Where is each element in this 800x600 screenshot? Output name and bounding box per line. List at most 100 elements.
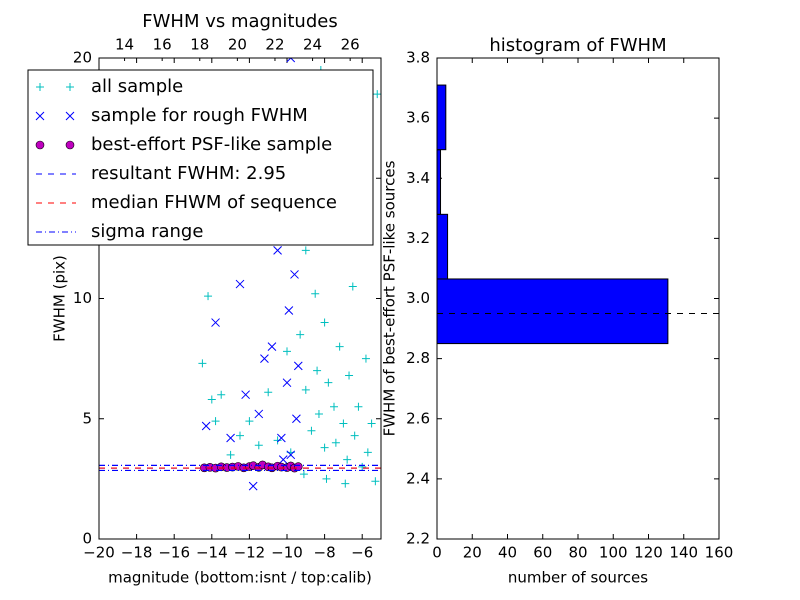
point: [343, 455, 352, 464]
legend-label: sigma range: [91, 221, 203, 242]
y-tick-label: 3.8: [406, 49, 430, 67]
point: [307, 426, 316, 435]
point: [354, 402, 363, 411]
x-tick-label: 60: [533, 544, 552, 562]
top-tick-label: 14: [115, 36, 134, 54]
point: [335, 342, 344, 351]
point: [299, 470, 308, 479]
histogram-bar: [436, 149, 442, 215]
point: [301, 246, 310, 255]
x-tick-label: −16: [158, 544, 190, 562]
x-tick-label: −6: [351, 544, 373, 562]
point: [301, 385, 310, 394]
point: [254, 441, 263, 450]
point: [248, 481, 258, 491]
point: [235, 279, 245, 289]
point: [350, 431, 359, 440]
chart-title: FWHM vs magnitudes: [142, 11, 337, 32]
x-tick-label: 140: [669, 544, 698, 562]
x-tick-label: −8: [314, 544, 336, 562]
point: [367, 419, 376, 428]
point: [330, 402, 338, 411]
x-tick-label: 0: [432, 544, 442, 562]
point: [217, 390, 226, 399]
legend-marker: [66, 83, 74, 91]
point: [273, 436, 282, 445]
point: [373, 90, 381, 99]
histogram-bar: [436, 278, 669, 345]
legend-marker: [35, 140, 45, 150]
x-tick-label: −20: [83, 544, 115, 562]
point: [361, 354, 370, 363]
point: [311, 289, 320, 298]
x-tick-label: 100: [599, 544, 628, 562]
axes-frame: [436, 57, 720, 540]
legend-label: best-effort PSF-like sample: [91, 134, 332, 155]
histogram-bar: [436, 213, 449, 280]
point: [292, 414, 301, 424]
point: [339, 419, 348, 428]
top-tick-label: 24: [303, 36, 322, 54]
histogram-bar: [436, 84, 447, 151]
y-tick-label: 3.2: [406, 229, 430, 247]
y-tick-label: 3.4: [406, 169, 430, 187]
point: [331, 438, 340, 447]
y-tick-label: 20: [73, 49, 92, 67]
point: [198, 359, 207, 368]
legend-marker: [36, 83, 44, 91]
point: [358, 462, 367, 471]
point: [277, 433, 286, 443]
point: [204, 292, 213, 301]
point: [201, 421, 211, 431]
y-tick-label: 3.0: [406, 289, 430, 307]
point: [363, 448, 372, 457]
legend: all sample sample for rough FWHM best-effo…: [27, 69, 374, 246]
point: [278, 455, 288, 464]
point: [341, 479, 350, 488]
x-tick-label: 20: [463, 544, 482, 562]
x-tick-label: −14: [196, 544, 228, 562]
point: [320, 443, 329, 452]
y-tick-label: 2.6: [406, 409, 430, 427]
point: [324, 378, 333, 387]
top-tick-label: 20: [228, 36, 247, 54]
x-tick-label: 40: [498, 544, 517, 562]
point: [283, 347, 291, 356]
point: [313, 366, 322, 375]
point: [286, 58, 296, 63]
x-tick-label: −10: [271, 544, 303, 562]
y-tick-label: 3.6: [406, 109, 430, 127]
point: [211, 318, 220, 327]
x-tick-label: 160: [705, 544, 734, 562]
point: [267, 342, 277, 351]
axes-frame: [98, 57, 382, 540]
y-tick-label: 10: [73, 289, 92, 307]
point: [348, 282, 357, 291]
point: [345, 371, 354, 380]
chart-title: histogram of FWHM: [489, 35, 666, 56]
y-axis-label: FWHM (pix): [51, 255, 69, 342]
point: [260, 354, 269, 363]
plot-area: [99, 58, 381, 491]
point: [264, 388, 273, 397]
y-tick-label: 0: [82, 530, 92, 548]
legend-label: resultant FWHM: 2.95: [91, 163, 286, 184]
x-tick-label: −12: [234, 544, 266, 562]
y-tick-label: 2.8: [406, 349, 430, 367]
legend-label: all sample: [91, 76, 183, 97]
point: [236, 431, 244, 440]
point: [282, 378, 292, 388]
point: [322, 474, 331, 483]
x-axis-label: magnitude (bottom:isnt / top:calib): [108, 569, 372, 587]
x-tick-label: −18: [121, 544, 153, 562]
point: [241, 390, 250, 400]
point: [290, 270, 299, 279]
y-axis-label: FWHM of best-effort PSF-like sources: [381, 160, 399, 436]
point: [226, 450, 235, 459]
point: [211, 417, 220, 426]
point: [314, 409, 323, 418]
top-tick-label: 22: [265, 36, 284, 54]
legend-marker: [65, 140, 75, 150]
